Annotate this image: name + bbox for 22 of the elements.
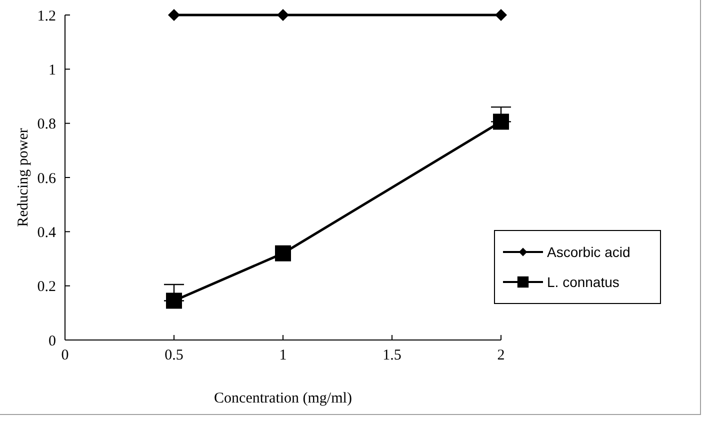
point [277,9,289,21]
y-tick-label: 1.2 [37,8,56,24]
x-tick-label: 1.5 [382,348,402,364]
x-axis-title: Concentration (mg/ml) [214,390,352,407]
x-tick-label: 2 [497,348,505,364]
point [166,292,182,309]
x-tick-label: 0 [61,348,69,364]
y-tick-label: 0.8 [37,116,56,133]
legend-label: Ascorbic acid [547,244,630,260]
x-tick-label: 1 [279,348,287,364]
legend-label: L. connatus [547,274,620,290]
y-tick-label: 0 [48,333,56,350]
y-tick-label: 1 [48,62,56,78]
y-tick-label: 0.2 [37,279,56,296]
point [275,245,291,262]
x-tick-label: 0.5 [164,348,184,364]
point [495,9,507,21]
point [493,114,509,130]
y-axis-title: Reducing power [15,128,32,227]
y-tick-label: 0.6 [37,170,56,187]
y-tick-label: 0.4 [37,224,56,241]
point [168,9,180,21]
